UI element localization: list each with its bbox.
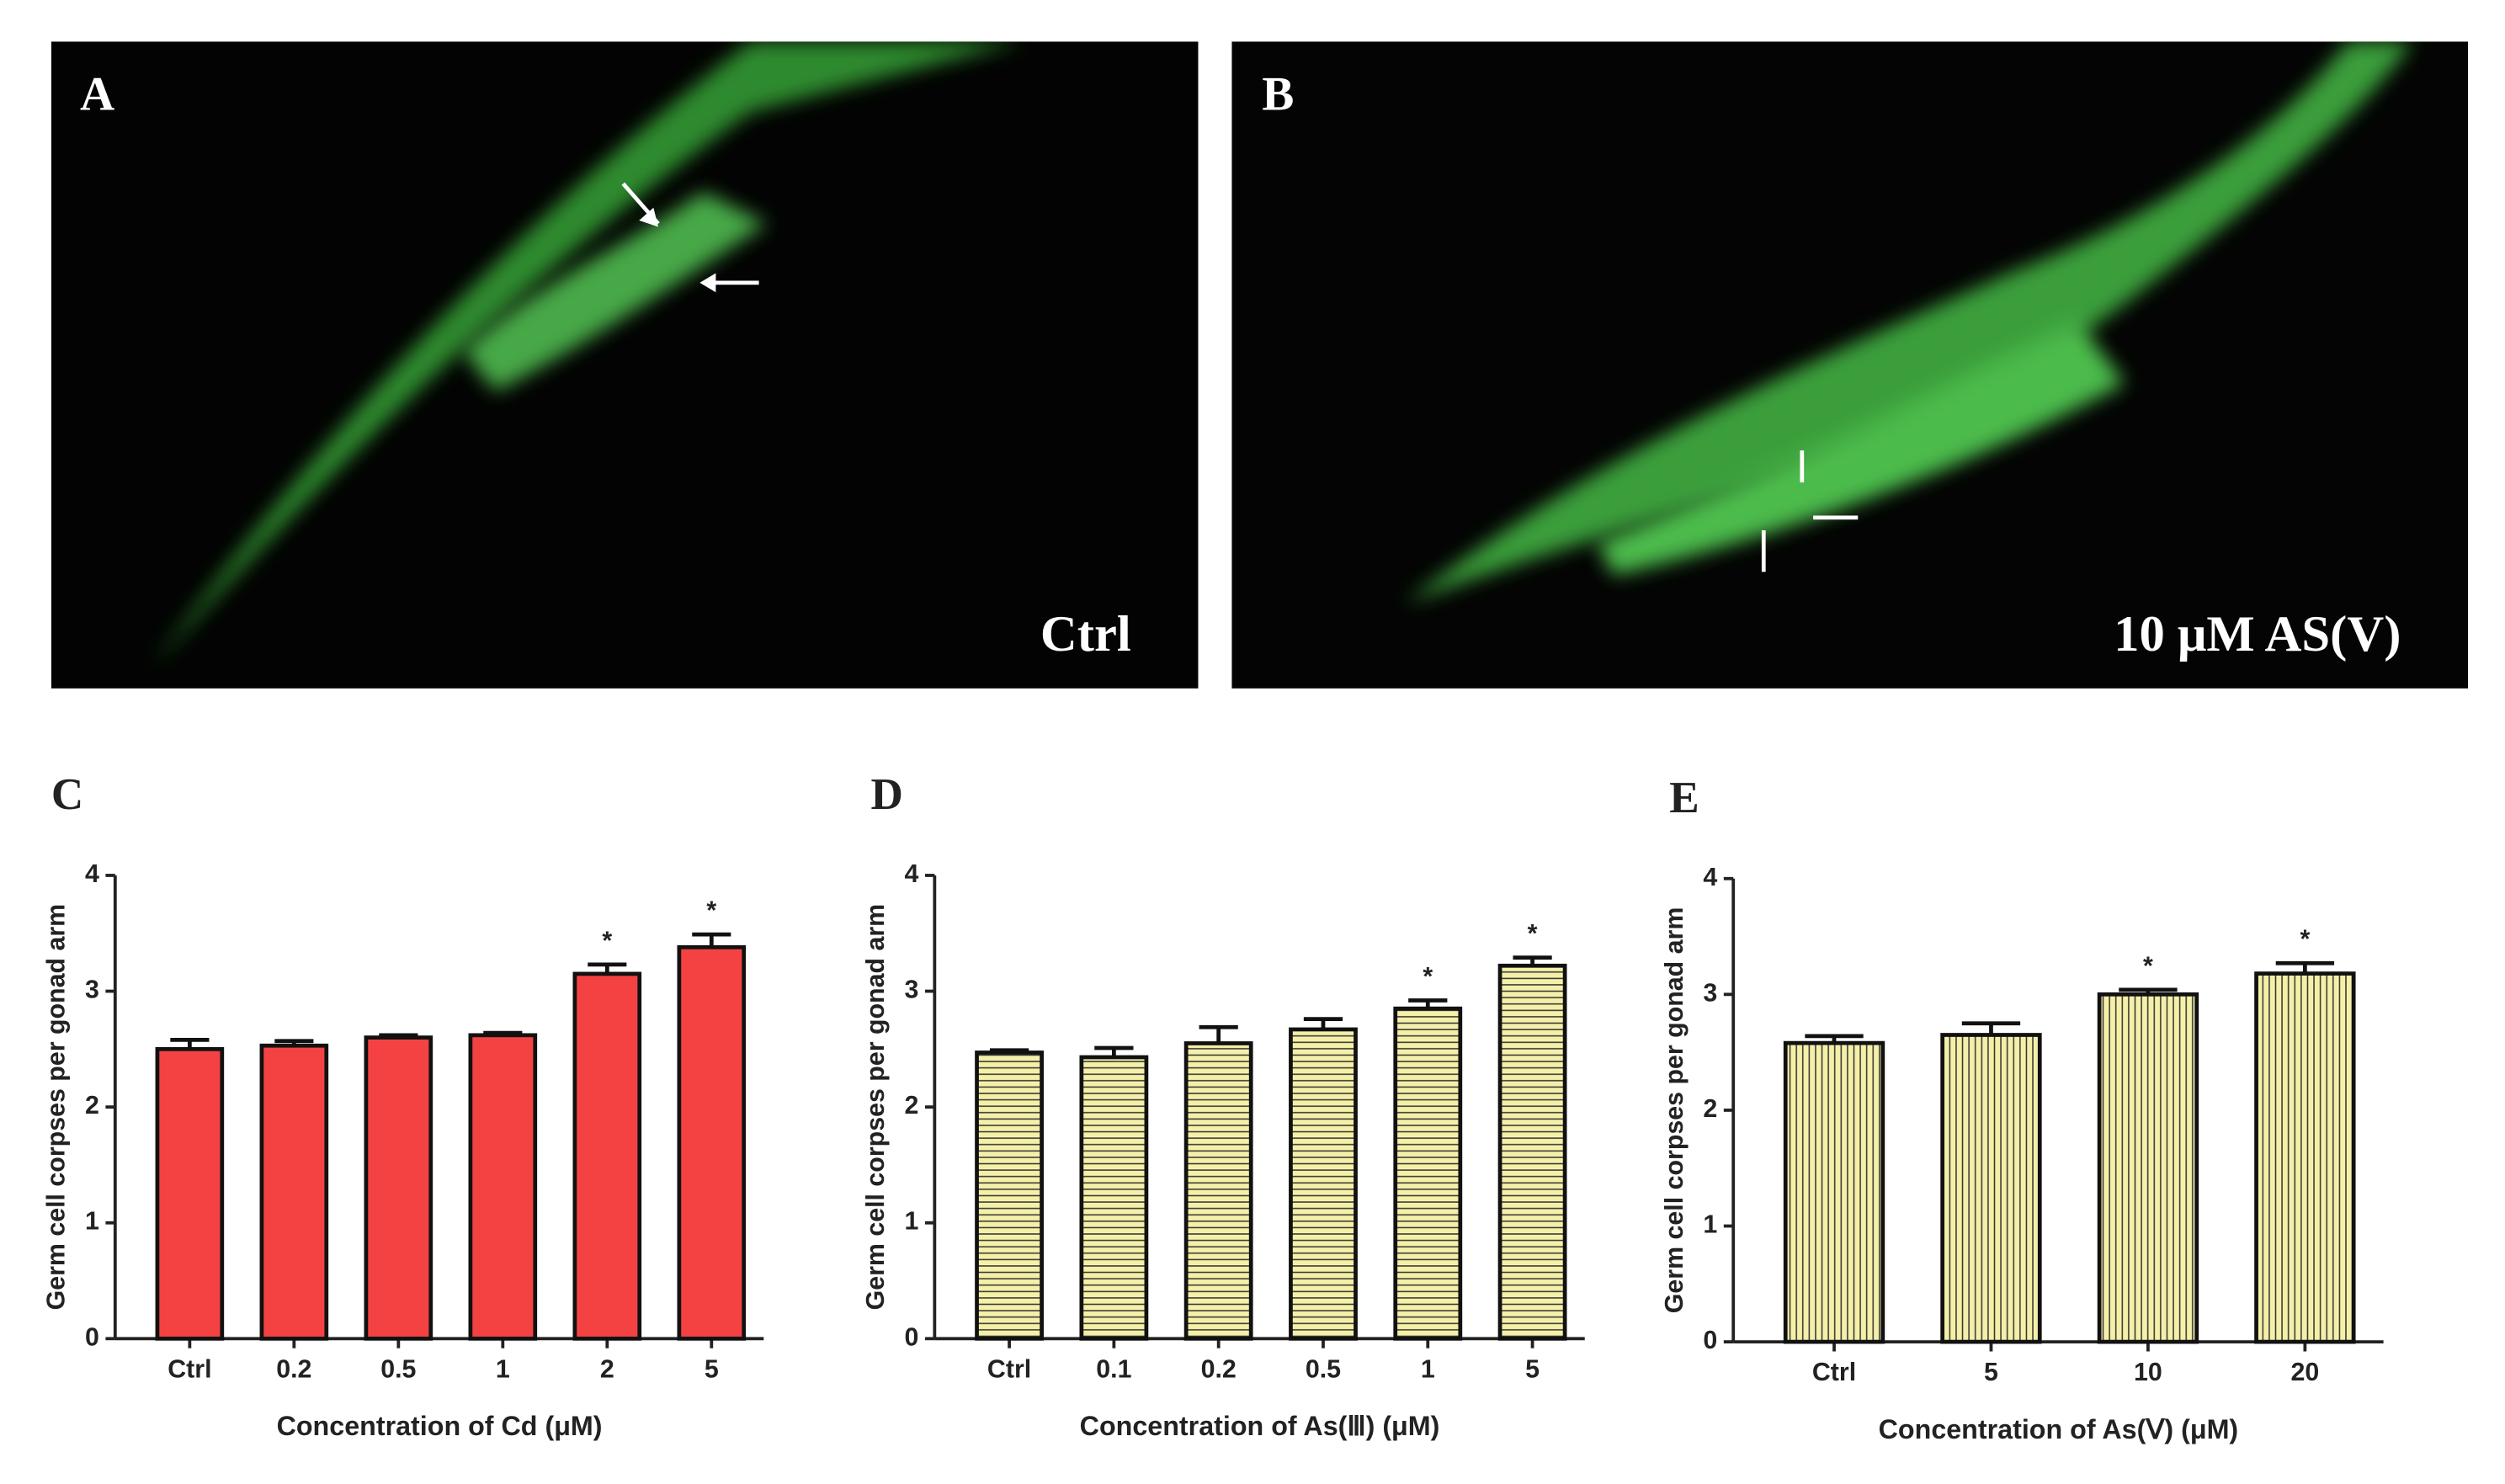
bar (677, 944, 747, 1341)
x-tick-label: 0.5 (380, 1355, 416, 1383)
y-axis-label: Germ cell corpses per gonad arm (1661, 907, 1689, 1314)
bar (1289, 1027, 1358, 1341)
y-tick-label: 0 (904, 1323, 918, 1351)
x-axis-label: Concentration of Cd (μM) (277, 1411, 603, 1441)
x-tick-label: 5 (1984, 1359, 1998, 1386)
bar (468, 1033, 538, 1341)
image-caption: Ctrl (1040, 606, 1131, 662)
x-tick-label: 10 (2134, 1359, 2162, 1386)
significance-mark: * (2143, 952, 2153, 980)
bar (1783, 1040, 1885, 1344)
significance-mark: * (2300, 926, 2310, 954)
bar (364, 1035, 433, 1341)
y-tick-label: 1 (85, 1208, 99, 1236)
x-tick-label: 0.2 (276, 1355, 311, 1383)
bar (975, 1051, 1044, 1341)
x-tick-label: 1 (496, 1355, 510, 1383)
bar (259, 1043, 329, 1341)
image-caption: 10 μM AS(V) (2114, 606, 2401, 662)
y-tick-label: 2 (85, 1092, 99, 1120)
y-tick-label: 3 (1703, 979, 1717, 1007)
y-tick-label: 4 (85, 860, 99, 888)
bar (1183, 1041, 1253, 1341)
significance-mark: * (706, 897, 716, 925)
y-axis-label: Germ cell corpses per gonad arm (862, 904, 890, 1311)
panel-label: A (80, 68, 114, 121)
x-tick-label: Ctrl (987, 1355, 1031, 1383)
x-tick-label: Ctrl (1812, 1359, 1856, 1386)
significance-mark: * (602, 927, 612, 955)
bar (2254, 971, 2356, 1344)
bar (1393, 1006, 1463, 1341)
y-tick-label: 4 (904, 860, 918, 888)
x-axis-label: Concentration of As(Ⅲ) (μM) (1080, 1411, 1440, 1441)
x-axis-label: Concentration of As(Ⅴ) (μM) (1879, 1414, 2239, 1444)
x-tick-label: 5 (1525, 1355, 1540, 1383)
x-tick-label: 0.2 (1201, 1355, 1237, 1383)
x-tick-label: 0.5 (1306, 1355, 1341, 1383)
panel-label: D (870, 770, 902, 819)
y-tick-label: 1 (904, 1208, 918, 1236)
y-tick-label: 2 (904, 1092, 918, 1120)
bar (155, 1046, 225, 1341)
y-tick-label: 4 (1703, 864, 1717, 891)
image-panel-a (51, 41, 1199, 689)
y-axis-label: Germ cell corpses per gonad arm (43, 904, 71, 1311)
bar (2097, 992, 2199, 1344)
bar (1079, 1055, 1149, 1341)
y-tick-label: 3 (85, 976, 99, 1004)
y-tick-label: 0 (85, 1323, 99, 1351)
panel-label: C (51, 770, 83, 819)
panel-label: B (1262, 68, 1294, 121)
significance-mark: * (1423, 963, 1433, 991)
image-panel-b (1231, 41, 2469, 689)
x-tick-label: 5 (705, 1355, 719, 1383)
y-tick-label: 3 (904, 976, 918, 1004)
x-tick-label: 1 (1421, 1355, 1435, 1383)
x-tick-label: 0.1 (1096, 1355, 1131, 1383)
x-tick-label: 2 (600, 1355, 614, 1383)
x-tick-label: Ctrl (168, 1355, 211, 1383)
y-tick-label: 2 (1703, 1095, 1717, 1123)
panel-label: E (1669, 774, 1699, 822)
y-tick-label: 0 (1703, 1327, 1717, 1354)
x-tick-label: 20 (2290, 1359, 2319, 1386)
bar (572, 971, 642, 1341)
significance-mark: * (1528, 920, 1538, 948)
y-tick-label: 1 (1703, 1211, 1717, 1239)
bar (1497, 963, 1567, 1341)
bar (1940, 1033, 2042, 1344)
